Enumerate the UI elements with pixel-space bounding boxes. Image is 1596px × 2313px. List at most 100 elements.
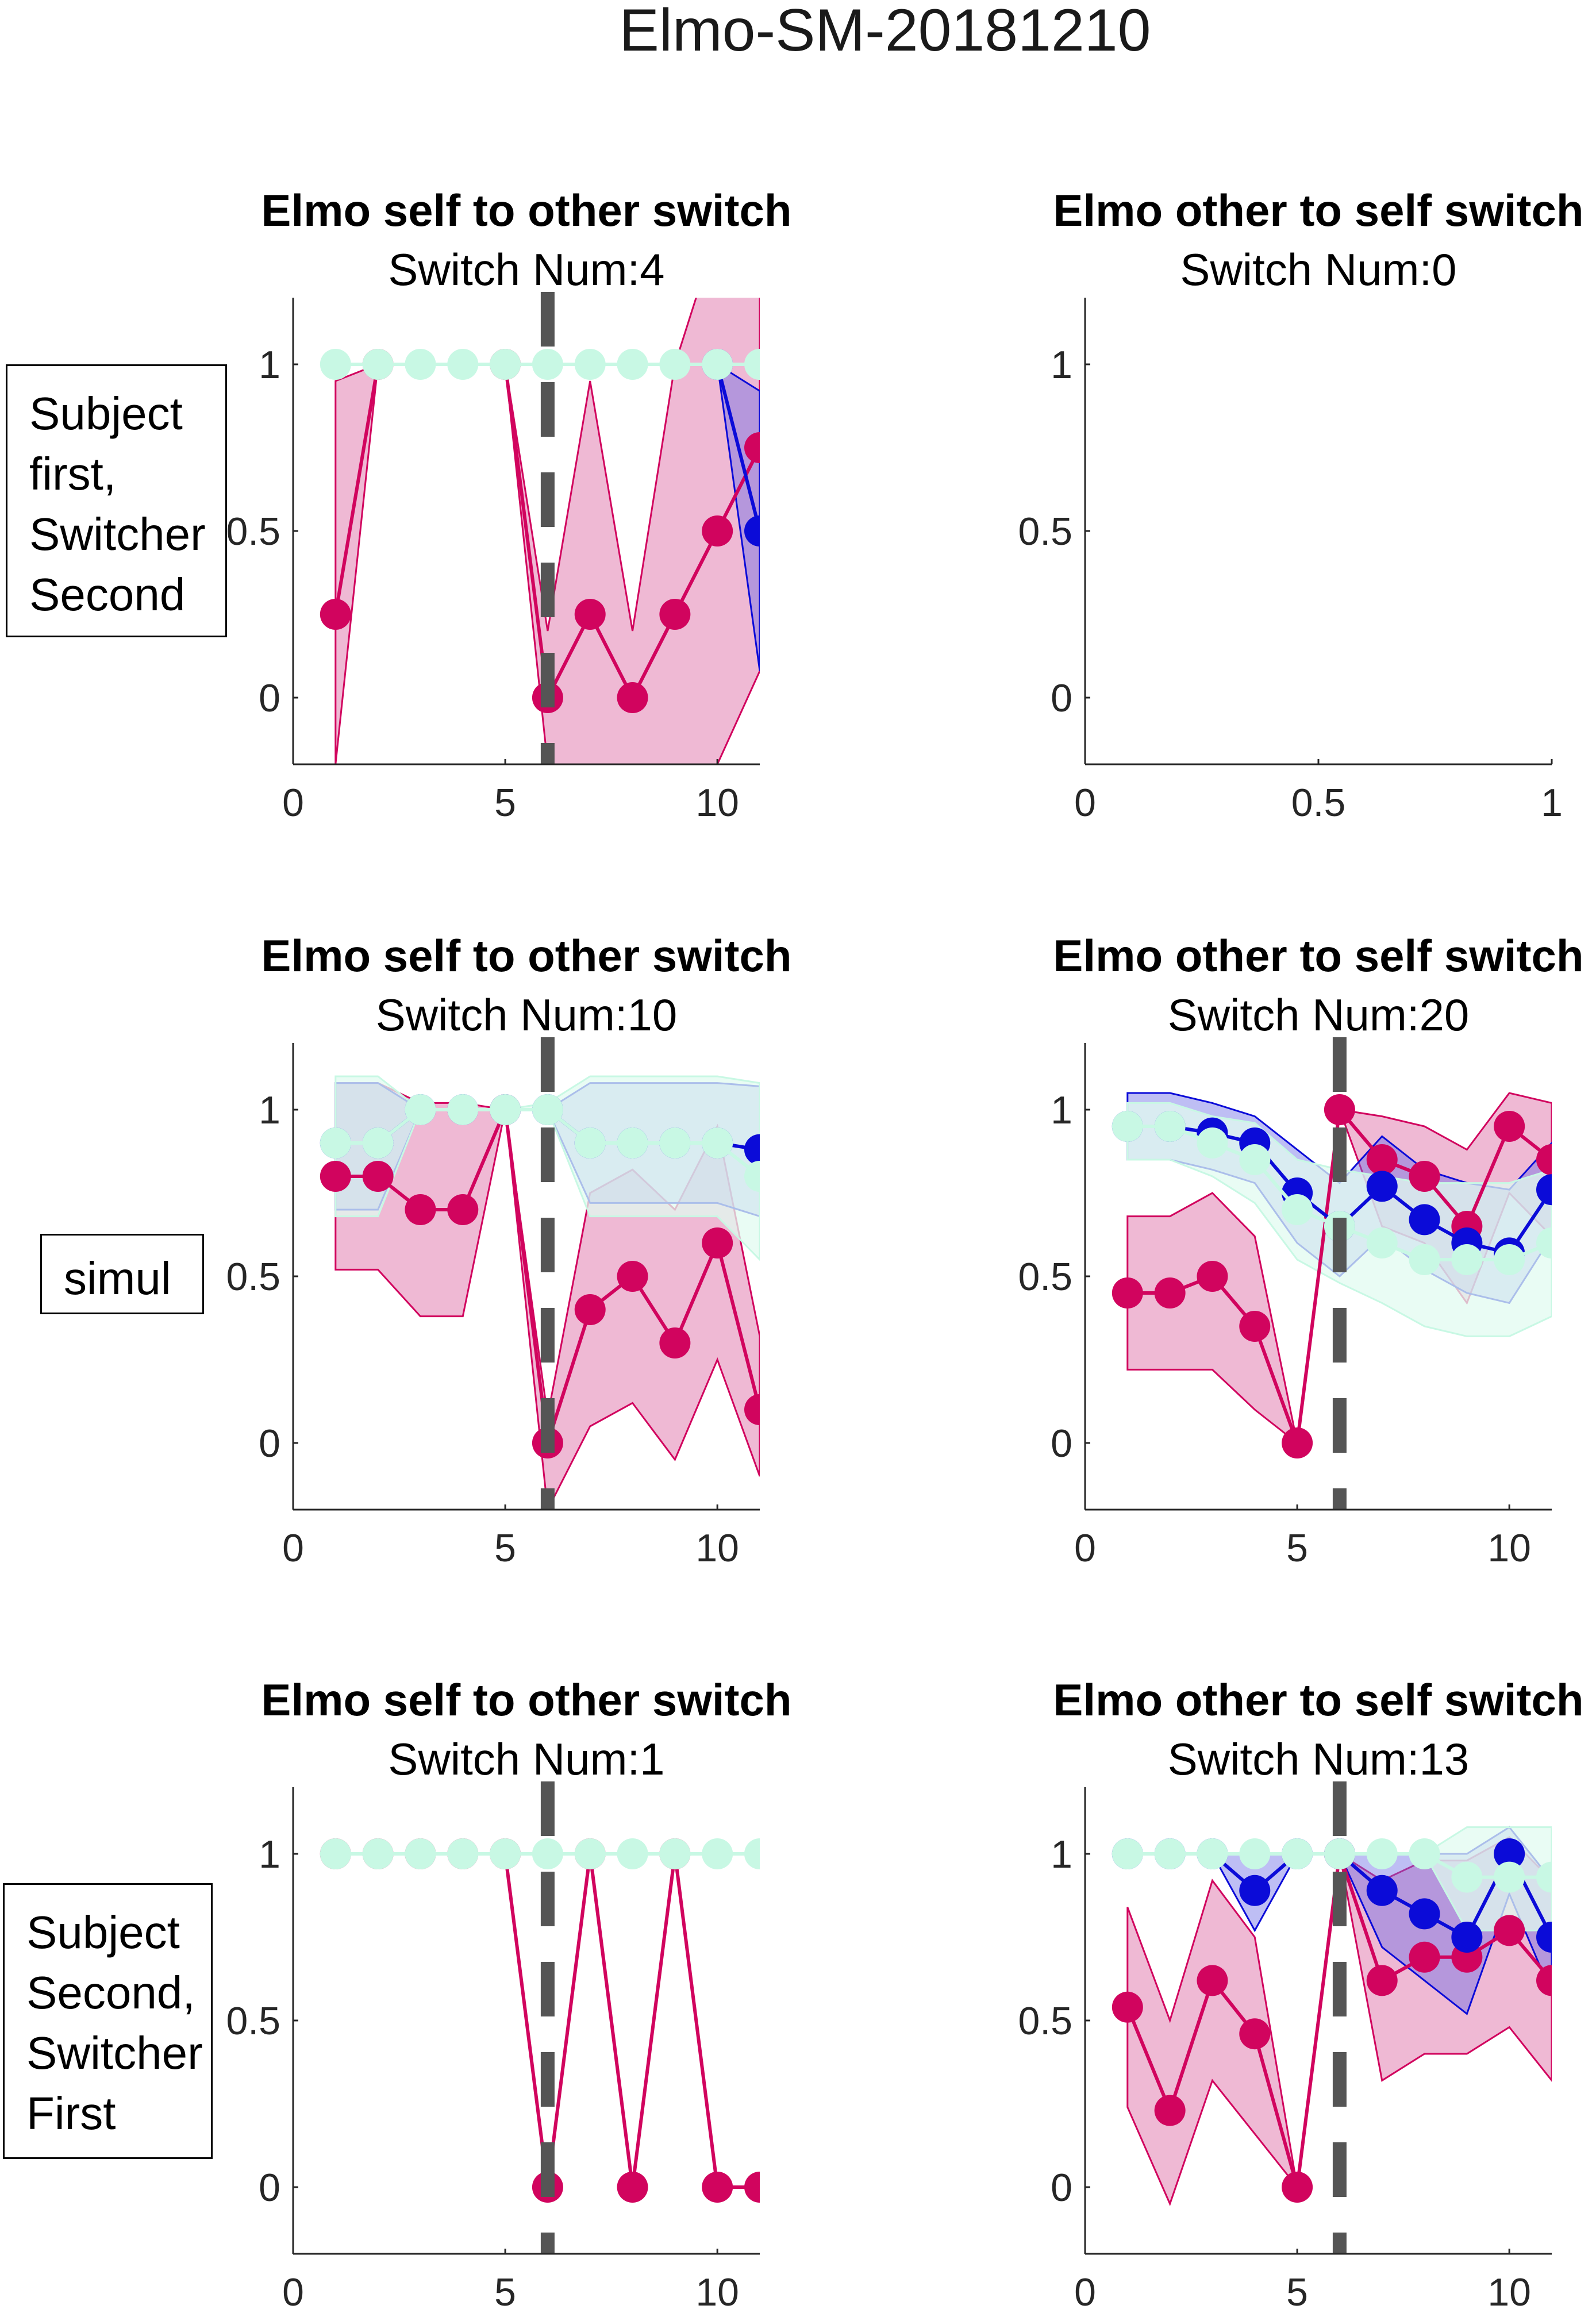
axes: 0 5 10 0 0.5 1 bbox=[226, 1043, 760, 1570]
mint-data-point bbox=[320, 1127, 351, 1159]
magenta-data-point bbox=[744, 432, 760, 463]
mint-data-point bbox=[1154, 1838, 1186, 1869]
y-tick-label: 1 bbox=[1051, 343, 1072, 387]
magenta-data-point bbox=[1282, 2172, 1313, 2203]
row-label-line: Switcher bbox=[26, 2027, 203, 2079]
x-tick-label: 0 bbox=[282, 1526, 304, 1570]
magenta-data-point bbox=[702, 2172, 733, 2203]
magenta-data-point bbox=[362, 1161, 394, 1192]
x-tick-label: 1 bbox=[1541, 781, 1563, 825]
row-label-line: first, bbox=[29, 448, 117, 499]
magenta-data-point bbox=[1112, 1277, 1143, 1308]
y-tick-label: 0 bbox=[1051, 676, 1072, 720]
blue-series-line bbox=[716, 364, 760, 532]
panel-subtitle: Switch Num:0 bbox=[1180, 244, 1456, 295]
mint-data-point bbox=[744, 1161, 760, 1192]
magenta-data-point bbox=[1112, 1991, 1143, 2023]
row-label-line: Second, bbox=[26, 1967, 195, 2018]
mint-data-point bbox=[1239, 1144, 1271, 1175]
row-label-line: Switcher bbox=[29, 509, 206, 560]
axes: 0 5 10 0 0.5 1 bbox=[1018, 1787, 1552, 2313]
axes: 0 5 10 0 0.5 1 bbox=[1018, 1043, 1552, 1570]
blue-data-point bbox=[1451, 1922, 1483, 1953]
mint-data-point bbox=[574, 1838, 606, 1869]
magenta-data-point bbox=[1536, 1144, 1552, 1175]
mint-data-point bbox=[702, 1127, 733, 1159]
magenta-data-point bbox=[320, 599, 351, 630]
mint-data-point bbox=[617, 1838, 648, 1869]
mint-data-point bbox=[447, 1094, 479, 1125]
magenta-data-point bbox=[617, 1261, 648, 1292]
mint-data-point bbox=[532, 1094, 563, 1125]
mint-data-point bbox=[744, 349, 760, 380]
mint-data-point bbox=[1239, 1838, 1271, 1869]
y-tick-label: 0 bbox=[259, 2166, 280, 2210]
magenta-data-point bbox=[1324, 1094, 1355, 1125]
panel-5: Elmo self to other switch Switch Num:1 0 5 1… bbox=[226, 1675, 791, 2313]
mint-data-point bbox=[1324, 1838, 1355, 1869]
axes: 0 5 10 0 0.5 1 bbox=[226, 1787, 760, 2313]
panel-subtitle: Switch Num:13 bbox=[1168, 1734, 1470, 1784]
x-tick-label: 10 bbox=[695, 2270, 739, 2313]
mint-data-point bbox=[1366, 1838, 1398, 1869]
mint-data-point bbox=[659, 1127, 691, 1159]
x-tick-label: 0 bbox=[282, 2270, 304, 2313]
mint-data-point bbox=[447, 1838, 479, 1869]
magenta-series-band bbox=[334, 363, 379, 764]
magenta-data-point bbox=[617, 2172, 648, 2203]
magenta-data-point bbox=[1494, 1915, 1525, 1946]
panel-4: Elmo other to self switch Switch Num:20 0 5… bbox=[1018, 930, 1583, 1570]
mint-data-point bbox=[1112, 1838, 1143, 1869]
magenta-data-point bbox=[1366, 1144, 1398, 1175]
axes: 0 5 10 0 0.5 1 bbox=[226, 298, 760, 825]
blue-data-point bbox=[744, 1134, 760, 1165]
magenta-data-point bbox=[1282, 1427, 1313, 1458]
mint-data-point bbox=[490, 349, 521, 380]
plot-area bbox=[320, 1075, 760, 1510]
plot-area bbox=[320, 298, 760, 764]
panel-title: Elmo self to other switch bbox=[261, 185, 791, 236]
magenta-data-point bbox=[1197, 1965, 1228, 1996]
mint-data-point bbox=[617, 349, 648, 380]
row-label-simul: simul bbox=[40, 1234, 204, 1314]
mint-data-point bbox=[574, 349, 606, 380]
x-tick-label: 10 bbox=[695, 781, 739, 825]
panel-subtitle: Switch Num:1 bbox=[388, 1734, 664, 1784]
x-tick-label: 5 bbox=[494, 1526, 516, 1570]
mint-data-point bbox=[362, 349, 394, 380]
panel-subtitle: Switch Num:20 bbox=[1168, 990, 1470, 1040]
mint-data-point bbox=[1451, 1861, 1483, 1893]
mint-data-point bbox=[1536, 1861, 1552, 1893]
mint-data-point bbox=[320, 349, 351, 380]
blue-data-point bbox=[1366, 1171, 1398, 1202]
blue-data-point bbox=[1366, 1875, 1398, 1906]
magenta-data-point bbox=[405, 1194, 436, 1225]
blue-data-point bbox=[1409, 1898, 1440, 1930]
x-tick-label: 5 bbox=[1286, 2270, 1308, 2313]
axes: 0 0.5 1 0 0.5 1 bbox=[1018, 298, 1563, 825]
panel-title: Elmo self to other switch bbox=[261, 930, 791, 981]
mint-data-point bbox=[1494, 1244, 1525, 1275]
row-label-line: First bbox=[26, 2088, 116, 2139]
y-tick-label: 1 bbox=[1051, 1088, 1072, 1132]
plot-area bbox=[320, 1838, 760, 2203]
mint-data-point bbox=[1451, 1244, 1483, 1275]
mint-data-point bbox=[1494, 1861, 1525, 1893]
panel-6: Elmo other to self switch Switch Num:13 0 5… bbox=[1018, 1675, 1583, 2313]
magenta-data-point bbox=[1154, 2095, 1186, 2126]
blue-data-point bbox=[1239, 1875, 1271, 1906]
magenta-data-point bbox=[1154, 1277, 1186, 1308]
x-tick-label: 5 bbox=[494, 781, 516, 825]
mint-data-point bbox=[702, 1838, 733, 1869]
y-tick-label: 0.5 bbox=[1018, 1999, 1072, 2043]
y-tick-label: 1 bbox=[259, 1088, 280, 1132]
mint-data-point bbox=[405, 1094, 436, 1125]
panel-1: Elmo self to other switch Switch Num:4 0 5 1… bbox=[226, 185, 791, 825]
magenta-data-point bbox=[744, 1394, 760, 1425]
blue-data-point bbox=[744, 515, 760, 547]
magenta-series-band bbox=[1126, 1092, 1552, 1445]
y-tick-label: 1 bbox=[259, 1833, 280, 1876]
y-tick-label: 0 bbox=[259, 676, 280, 720]
blue-data-point bbox=[1409, 1204, 1440, 1236]
magenta-data-point bbox=[1536, 1965, 1552, 1996]
